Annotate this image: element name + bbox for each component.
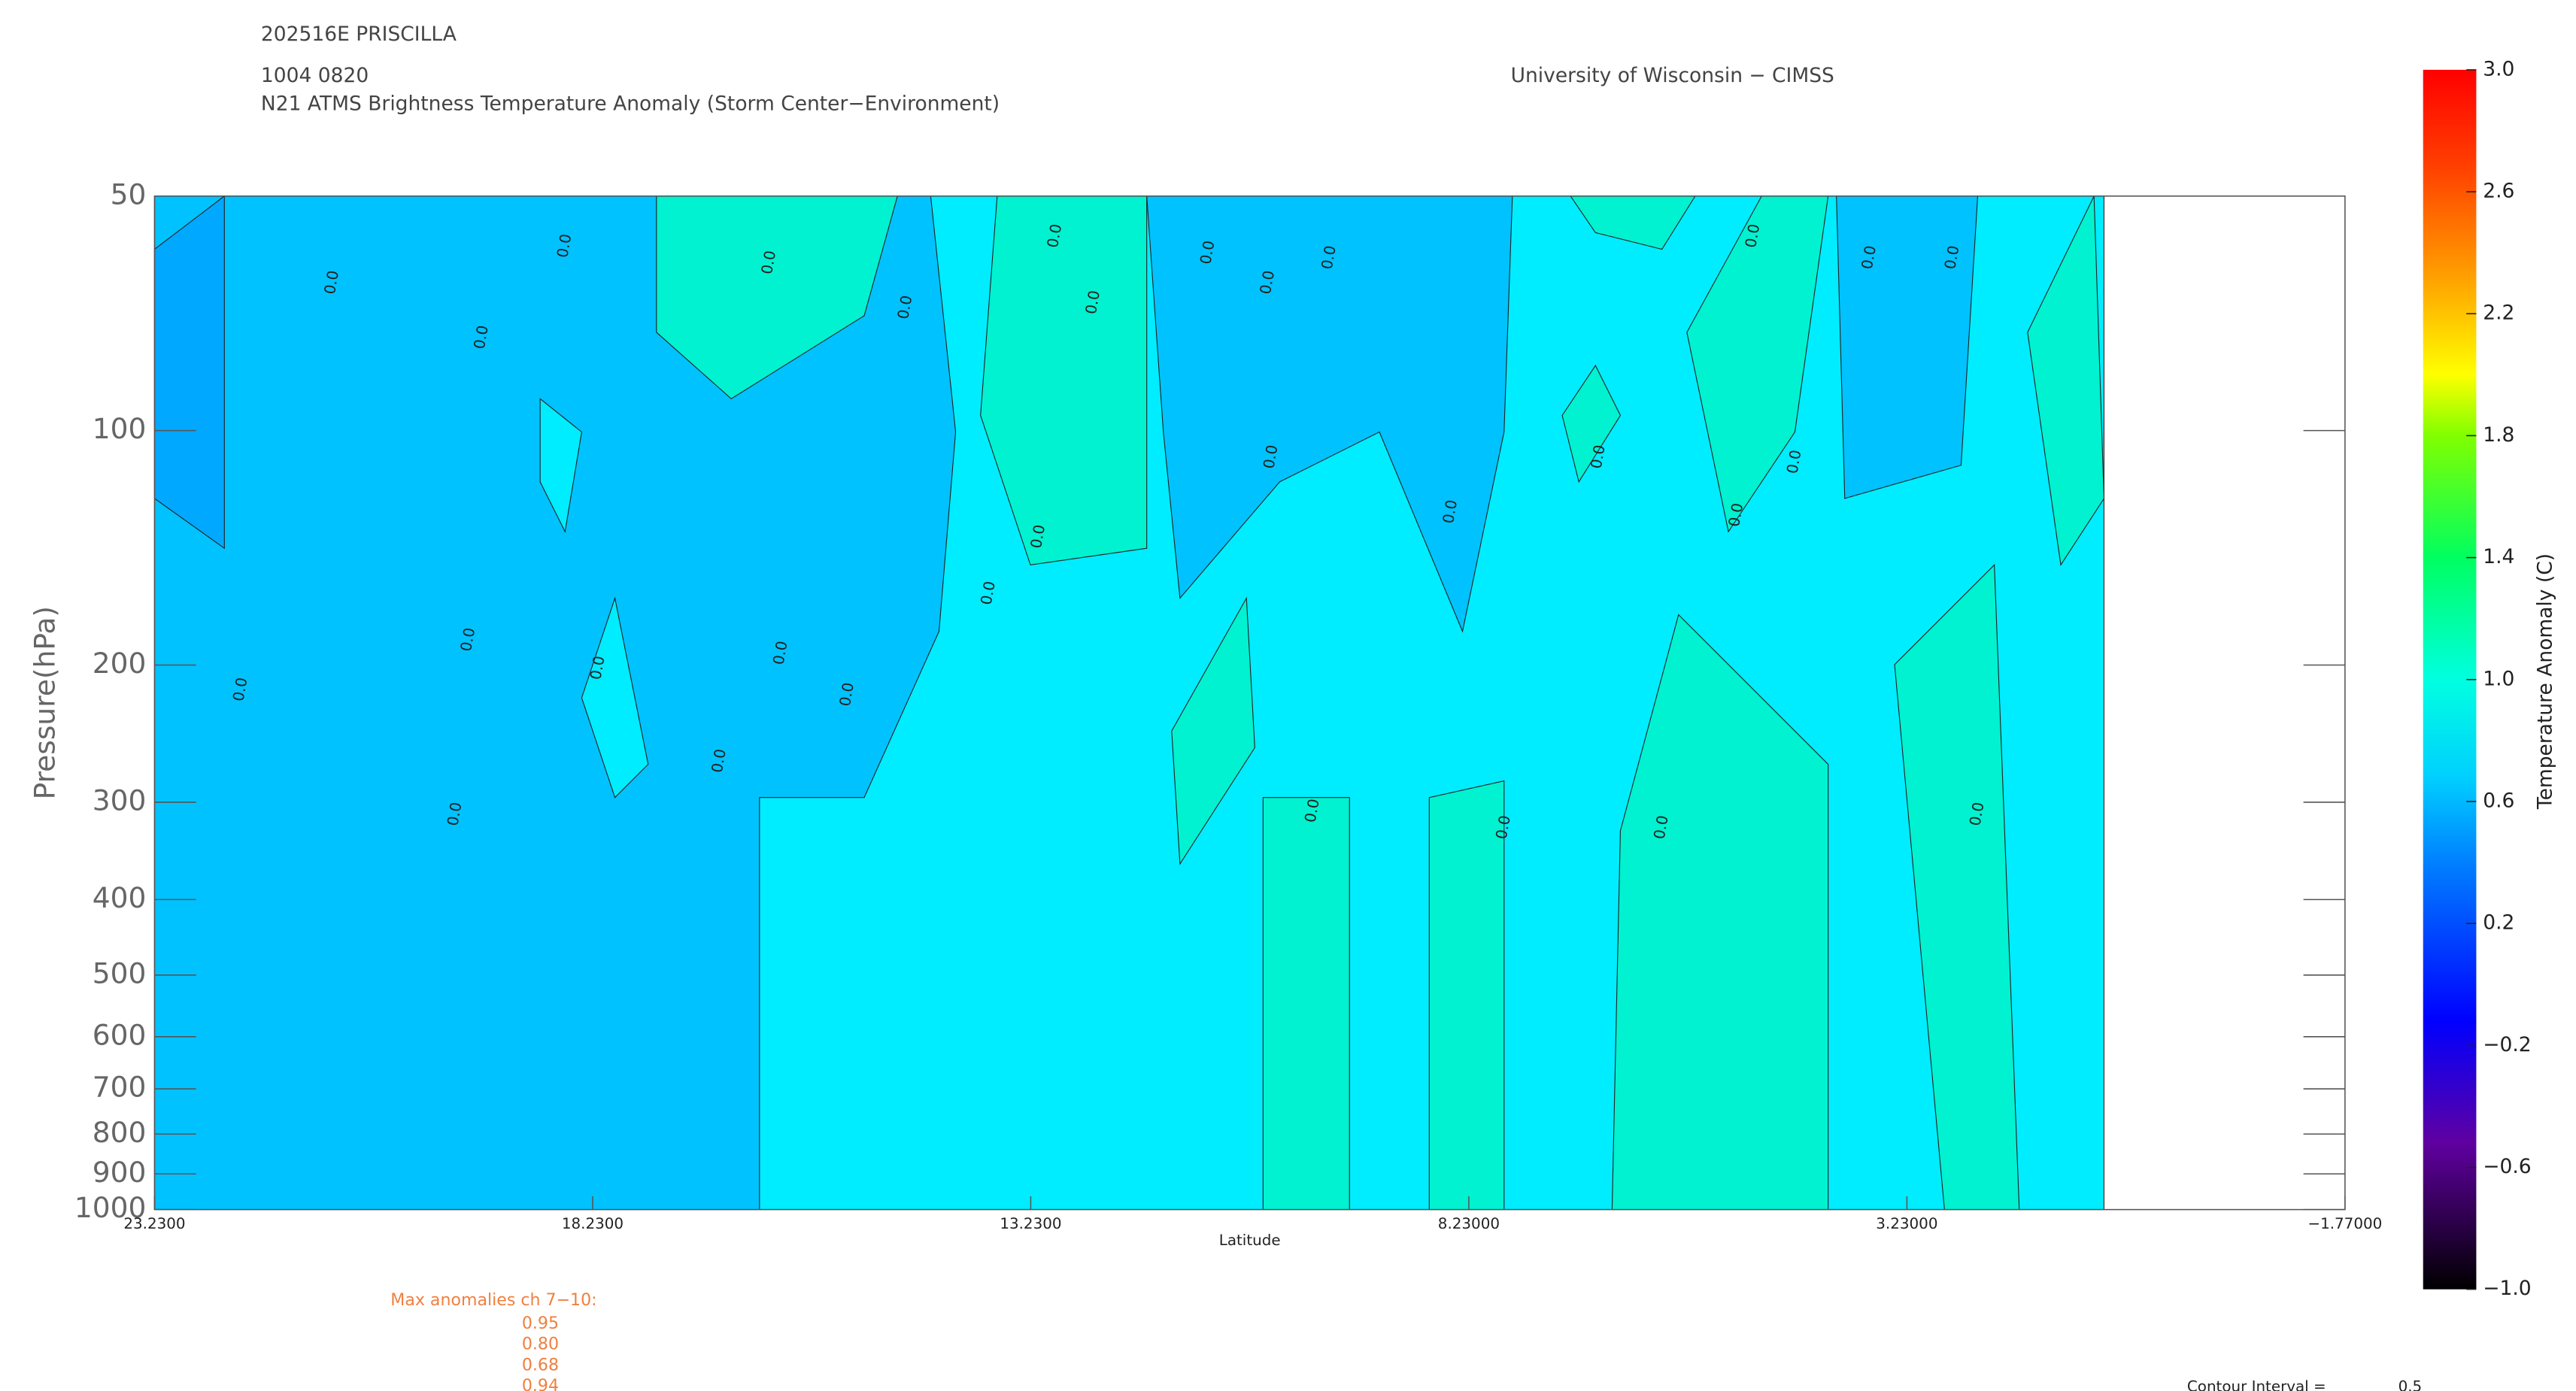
max-anomalies-title: Max anomalies ch 7−10: xyxy=(390,1290,596,1310)
colorbar-tick-label: 2.2 xyxy=(2483,302,2514,325)
contour-label: 0.0 xyxy=(1858,244,1880,271)
contour-label: 0.0 xyxy=(708,747,730,774)
contour-interval-value: 0.5 xyxy=(2399,1378,2423,1391)
contour-label: 0.0 xyxy=(1588,444,1609,470)
max-anomaly: 0.95 xyxy=(522,1314,559,1333)
contour-field xyxy=(153,195,2105,1211)
contour-label: 0.0 xyxy=(769,640,790,666)
contour-label: 0.0 xyxy=(457,626,478,653)
colorbar-tick-label: 1.8 xyxy=(2483,423,2514,447)
contour-label: 0.0 xyxy=(1941,244,1962,271)
y-tick-label: 400 xyxy=(93,881,147,914)
y-tick-label: 900 xyxy=(93,1156,147,1189)
y-tick-label: 500 xyxy=(93,956,147,989)
y-tick-label: 100 xyxy=(93,412,147,445)
y-tick-label: 300 xyxy=(93,783,147,817)
contour-label: 0.0 xyxy=(1082,289,1103,315)
contour-label: 0.0 xyxy=(321,269,342,295)
contour-label: 0.0 xyxy=(1044,223,1065,249)
contour-label: 0.0 xyxy=(587,655,608,681)
colorbar-tick-label: −1.0 xyxy=(2483,1277,2531,1300)
contour-label: 0.0 xyxy=(1742,223,1763,249)
subtitle: 1004 0820 xyxy=(261,64,369,87)
colorbar-tick-label: −0.6 xyxy=(2483,1155,2531,1178)
max-anomaly: 0.80 xyxy=(522,1335,559,1354)
contour-label: 0.0 xyxy=(1257,269,1278,295)
contour-label: 0.0 xyxy=(554,232,575,259)
x-tick-label: 3.23000 xyxy=(1876,1215,1937,1232)
contour-label: 0.0 xyxy=(1318,244,1340,271)
contour-label: 0.0 xyxy=(1440,499,1461,525)
max-anomaly: 0.68 xyxy=(522,1355,559,1374)
x-tick-label: 23.2300 xyxy=(123,1215,185,1232)
contour-label: 0.0 xyxy=(1783,449,1804,475)
contour-label: 0.0 xyxy=(229,676,250,702)
contour-label: 0.0 xyxy=(471,324,492,350)
colorbar-tick-label: 1.4 xyxy=(2483,545,2514,568)
y-tick-label: 50 xyxy=(111,177,147,211)
y-tick-label: 800 xyxy=(93,1116,147,1149)
contour-label: 0.0 xyxy=(1302,798,1323,824)
contour-label: 0.0 xyxy=(1493,814,1514,841)
contour-label: 0.0 xyxy=(1725,502,1746,528)
contour-label: 0.0 xyxy=(836,681,857,708)
colorbar-label: Temperature Anomaly (C) xyxy=(2534,553,2557,810)
colorbar-tick-label: 3.0 xyxy=(2483,57,2514,80)
contour-label: 0.0 xyxy=(1197,239,1218,265)
contour-label: 0.0 xyxy=(1260,444,1281,470)
source: University of Wisconsin − CIMSS xyxy=(1511,64,1834,87)
x-tick-label: 8.23000 xyxy=(1438,1215,1500,1232)
x-tick-label: −1.77000 xyxy=(2307,1215,2382,1232)
y-tick-label: 1000 xyxy=(74,1191,147,1224)
x-tick-label: 13.2300 xyxy=(1000,1215,1061,1232)
max-anomaly: 0.94 xyxy=(522,1376,559,1391)
colorbar-tick-label: −0.2 xyxy=(2483,1033,2531,1056)
x-tick-label: 18.2300 xyxy=(562,1215,624,1232)
colorbar-tick-label: 0.2 xyxy=(2483,911,2514,935)
contour-interval-label: Contour Interval = xyxy=(2187,1378,2326,1391)
description: N21 ATMS Brightness Temperature Anomaly … xyxy=(261,92,1000,116)
y-axis-label: Pressure(hPa) xyxy=(28,606,61,799)
contour-label: 0.0 xyxy=(1027,523,1048,550)
contour-label: 0.0 xyxy=(894,294,915,320)
y-tick-label: 200 xyxy=(93,647,147,680)
contour-label: 0.0 xyxy=(1651,814,1672,841)
contour-label: 0.0 xyxy=(978,580,999,606)
plot-frame xyxy=(153,195,2346,1211)
colorbar-tick-label: 2.6 xyxy=(2483,180,2514,203)
colorbar-tick-label: 0.6 xyxy=(2483,789,2514,812)
y-tick-label: 700 xyxy=(93,1071,147,1104)
y-tick-label: 600 xyxy=(93,1018,147,1051)
colorbar-tick-label: 1.0 xyxy=(2483,667,2514,690)
contour-label: 0.0 xyxy=(444,801,465,827)
contour-label: 0.0 xyxy=(758,249,779,275)
title: 202516E PRISCILLA xyxy=(261,23,457,46)
x-axis-label: Latitude xyxy=(1219,1232,1281,1249)
contour-label: 0.0 xyxy=(1966,801,1987,827)
